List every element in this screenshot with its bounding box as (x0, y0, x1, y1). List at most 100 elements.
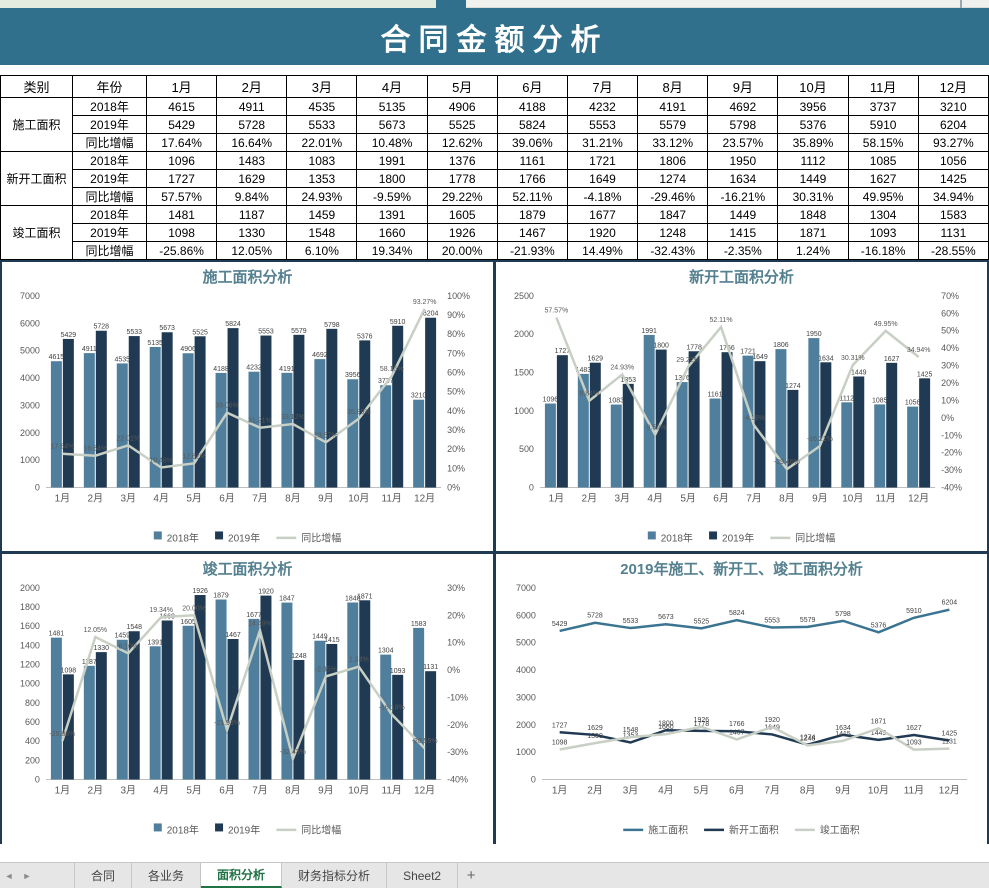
sheet-tab-各业务[interactable]: 各业务 (132, 863, 202, 888)
row-label[interactable]: 同比增幅 (72, 133, 147, 152)
data-cell[interactable]: 1391 (356, 205, 428, 224)
data-cell[interactable]: 1721 (566, 151, 639, 170)
data-cell[interactable]: 3737 (847, 97, 919, 116)
row-label[interactable]: 2019年 (72, 169, 147, 188)
row-label[interactable]: 2019年 (72, 115, 147, 134)
data-cell[interactable]: 1660 (356, 223, 428, 242)
data-cell[interactable]: -2.35% (707, 241, 779, 260)
data-cell[interactable]: 1871 (777, 223, 849, 242)
data-cell[interactable]: 1131 (917, 223, 989, 242)
data-cell[interactable]: 1304 (847, 205, 919, 224)
data-cell[interactable]: -28.55% (917, 241, 989, 260)
row-label[interactable]: 2019年 (72, 223, 147, 242)
data-cell[interactable]: 1425 (917, 169, 989, 188)
data-cell[interactable]: 1449 (777, 169, 849, 188)
data-cell[interactable]: 1991 (356, 151, 428, 170)
data-cell[interactable]: 4615 (145, 97, 218, 116)
data-cell[interactable]: 3956 (777, 97, 849, 116)
data-cell[interactable]: 6204 (917, 115, 989, 134)
data-cell[interactable]: 49.95% (847, 187, 919, 206)
data-cell[interactable]: 93.27% (917, 133, 989, 152)
data-cell[interactable]: 1274 (637, 169, 709, 188)
data-cell[interactable]: 1926 (426, 223, 498, 242)
data-cell[interactable]: 1093 (847, 223, 919, 242)
data-cell[interactable]: 1083 (286, 151, 358, 170)
data-cell[interactable]: 1920 (566, 223, 639, 242)
data-cell[interactable]: 12.05% (216, 241, 288, 260)
data-cell[interactable]: 5673 (356, 115, 428, 134)
column-header[interactable]: 年份 (72, 75, 147, 98)
sheet-tab-Sheet2[interactable]: Sheet2 (387, 863, 459, 888)
row-label[interactable]: 同比增幅 (72, 241, 147, 260)
sheet-nav-left-icon[interactable]: ◄ (4, 870, 14, 881)
data-cell[interactable]: 5798 (707, 115, 779, 134)
data-cell[interactable]: 1459 (286, 205, 358, 224)
data-cell[interactable]: 4911 (216, 97, 288, 116)
data-cell[interactable]: 22.01% (286, 133, 358, 152)
data-cell[interactable]: 4232 (566, 97, 639, 116)
data-cell[interactable]: 6.10% (286, 241, 358, 260)
data-cell[interactable]: 4692 (707, 97, 779, 116)
data-cell[interactable]: -32.43% (637, 241, 709, 260)
data-cell[interactable]: 1634 (707, 169, 779, 188)
column-header[interactable]: 9月 (707, 75, 779, 98)
data-cell[interactable]: 5376 (777, 115, 849, 134)
column-header[interactable]: 2月 (216, 75, 288, 98)
data-cell[interactable]: 31.21% (566, 133, 639, 152)
data-cell[interactable]: 1248 (637, 223, 709, 242)
data-cell[interactable]: 35.89% (777, 133, 849, 152)
data-cell[interactable]: 9.84% (216, 187, 288, 206)
data-cell[interactable]: 1085 (847, 151, 919, 170)
data-cell[interactable]: 1627 (847, 169, 919, 188)
data-cell[interactable]: 1112 (777, 151, 849, 170)
data-cell[interactable]: 1187 (216, 205, 288, 224)
data-cell[interactable]: 1376 (426, 151, 498, 170)
column-header[interactable]: 8月 (637, 75, 709, 98)
data-cell[interactable]: 4906 (426, 97, 498, 116)
column-header[interactable]: 12月 (917, 75, 989, 98)
column-header[interactable]: 6月 (496, 75, 568, 98)
data-cell[interactable]: 5135 (356, 97, 428, 116)
data-cell[interactable]: 1481 (145, 205, 218, 224)
data-cell[interactable]: 10.48% (356, 133, 428, 152)
data-cell[interactable]: 1161 (496, 151, 568, 170)
data-cell[interactable]: 3210 (917, 97, 989, 116)
data-cell[interactable]: 1800 (356, 169, 428, 188)
data-cell[interactable]: 1548 (286, 223, 358, 242)
sheet-tab-财务指标分析[interactable]: 财务指标分析 (282, 863, 388, 888)
row-label[interactable]: 同比增幅 (72, 187, 147, 206)
data-cell[interactable]: 29.22% (426, 187, 498, 206)
data-cell[interactable]: 4188 (496, 97, 568, 116)
data-cell[interactable]: 30.31% (777, 187, 849, 206)
data-cell[interactable]: 5579 (637, 115, 709, 134)
chart-panel-2019-comparison[interactable]: 2019年施工、新开工、竣工面积分析 0 1000 2000 3000 4000 5000 6… (496, 554, 987, 844)
data-cell[interactable]: 1766 (496, 169, 568, 188)
data-cell[interactable]: -29.46% (637, 187, 709, 206)
chart-panel-completed-area[interactable]: 竣工面积分析 0 200 400 600 800 1000 1200 1400 1600 1800 2… (2, 554, 493, 844)
data-cell[interactable]: -16.18% (847, 241, 919, 260)
data-cell[interactable]: 12.62% (426, 133, 498, 152)
data-cell[interactable]: 5553 (566, 115, 639, 134)
data-cell[interactable]: 5533 (286, 115, 358, 134)
column-header[interactable]: 5月 (426, 75, 498, 98)
sheet-tab-合同[interactable]: 合同 (74, 863, 133, 888)
data-cell[interactable]: 16.64% (216, 133, 288, 152)
data-cell[interactable]: 5429 (145, 115, 218, 134)
data-cell[interactable]: 24.93% (286, 187, 358, 206)
data-cell[interactable]: 1727 (145, 169, 218, 188)
data-cell[interactable]: -9.59% (356, 187, 428, 206)
add-sheet-button[interactable]: + (466, 867, 476, 884)
column-header[interactable]: 类别 (0, 75, 73, 98)
data-cell[interactable]: 5824 (496, 115, 568, 134)
data-cell[interactable]: 58.15% (847, 133, 919, 152)
data-cell[interactable]: 1848 (777, 205, 849, 224)
data-cell[interactable]: 1677 (566, 205, 639, 224)
data-cell[interactable]: 33.12% (637, 133, 709, 152)
data-cell[interactable]: 1353 (286, 169, 358, 188)
data-cell[interactable]: 1806 (637, 151, 709, 170)
data-cell[interactable]: 1449 (707, 205, 779, 224)
chart-panel-construction-area[interactable]: 施工面积分析 0 1000 2000 3000 4000 5000 6000 7000 0% 10%… (2, 262, 493, 552)
chart-panel-new-construction-area[interactable]: 新开工面积分析 0 500 1000 1500 2000 2500 -40% -30% -20% -… (496, 262, 987, 552)
column-header[interactable]: 7月 (566, 75, 639, 98)
column-header[interactable]: 1月 (145, 75, 218, 98)
